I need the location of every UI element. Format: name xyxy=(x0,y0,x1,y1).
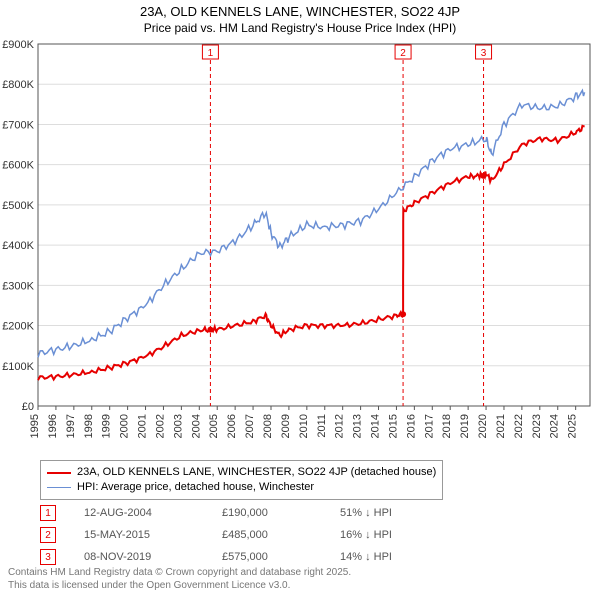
event-delta: 14% ↓ HPI xyxy=(340,551,392,563)
y-tick-label: £500K xyxy=(2,200,34,212)
x-tick-label: 2014 xyxy=(370,414,382,438)
event-date: 15-MAY-2015 xyxy=(84,529,194,541)
event-delta: 51% ↓ HPI xyxy=(340,507,392,519)
event-price: £485,000 xyxy=(222,529,312,541)
x-tick-label: 2010 xyxy=(298,414,310,438)
legend-label: 23A, OLD KENNELS LANE, WINCHESTER, SO22 … xyxy=(77,465,436,480)
x-tick-label: 1996 xyxy=(47,414,59,438)
event-date: 08-NOV-2019 xyxy=(84,551,194,563)
event-marker-number: 1 xyxy=(208,48,214,59)
x-tick-label: 1995 xyxy=(29,414,41,438)
y-tick-label: £300K xyxy=(2,280,34,292)
x-tick-label: 2024 xyxy=(549,414,561,438)
x-tick-label: 2008 xyxy=(262,414,274,438)
x-tick-label: 2006 xyxy=(226,414,238,438)
legend-row: 23A, OLD KENNELS LANE, WINCHESTER, SO22 … xyxy=(47,465,436,480)
y-tick-label: £600K xyxy=(2,160,34,172)
y-tick-label: £0 xyxy=(22,401,34,413)
chart-legend: 23A, OLD KENNELS LANE, WINCHESTER, SO22 … xyxy=(40,460,443,500)
x-tick-label: 1999 xyxy=(101,414,113,438)
x-tick-label: 2002 xyxy=(154,414,166,438)
event-row: 3 08-NOV-2019 £575,000 14% ↓ HPI xyxy=(40,546,392,568)
x-tick-label: 2007 xyxy=(244,414,256,438)
x-tick-label: 2013 xyxy=(352,414,364,438)
event-marker-number: 2 xyxy=(400,48,406,59)
x-tick-label: 2025 xyxy=(567,414,579,438)
y-tick-label: £200K xyxy=(2,321,34,333)
event-delta: 16% ↓ HPI xyxy=(340,529,392,541)
license-text: Contains HM Land Registry data © Crown c… xyxy=(8,566,351,592)
x-tick-label: 2005 xyxy=(208,414,220,438)
series-price_paid xyxy=(38,126,585,380)
events-table: 1 12-AUG-2004 £190,000 51% ↓ HPI 2 15-MAY-201… xyxy=(40,502,392,568)
x-tick-label: 2012 xyxy=(334,414,346,438)
event-price: £575,000 xyxy=(222,551,312,563)
y-tick-label: £800K xyxy=(2,79,34,91)
legend-row: HPI: Average price, detached house, Winc… xyxy=(47,480,436,495)
event-row: 1 12-AUG-2004 £190,000 51% ↓ HPI xyxy=(40,502,392,524)
x-tick-label: 2003 xyxy=(172,414,184,438)
price-chart: £0 £100K £200K £300K £400K £500K £600K £700K £80… xyxy=(0,0,600,454)
x-tick-label: 1997 xyxy=(65,414,77,438)
x-tick-label: 2009 xyxy=(280,414,292,438)
event-price: £190,000 xyxy=(222,507,312,519)
event-marker-number: 3 xyxy=(481,48,487,59)
legend-swatch xyxy=(47,487,71,488)
y-tick-label: £900K xyxy=(2,39,34,51)
x-tick-label: 2000 xyxy=(119,414,131,438)
legend-swatch xyxy=(47,472,71,474)
license-line1: Contains HM Land Registry data © Crown c… xyxy=(8,566,351,579)
x-tick-label: 2004 xyxy=(190,414,202,438)
x-tick-label: 2018 xyxy=(441,414,453,438)
legend-label: HPI: Average price, detached house, Winc… xyxy=(77,480,314,495)
x-tick-label: 2015 xyxy=(387,414,399,438)
license-line2: This data is licensed under the Open Gov… xyxy=(8,579,351,592)
event-row: 2 15-MAY-2015 £485,000 16% ↓ HPI xyxy=(40,524,392,546)
x-tick-label: 2011 xyxy=(316,414,328,438)
x-tick-label: 1998 xyxy=(83,414,95,438)
x-tick-label: 2019 xyxy=(459,414,471,438)
x-tick-label: 2022 xyxy=(513,414,525,438)
x-tick-label: 2021 xyxy=(495,414,507,438)
event-number-box: 3 xyxy=(40,549,56,565)
event-date: 12-AUG-2004 xyxy=(84,507,194,519)
x-tick-label: 2001 xyxy=(137,414,149,438)
x-tick-label: 2017 xyxy=(423,414,435,438)
y-tick-label: £400K xyxy=(2,240,34,252)
event-number-box: 1 xyxy=(40,505,56,521)
series-hpi xyxy=(38,90,585,357)
x-tick-label: 2023 xyxy=(531,414,543,438)
event-number-box: 2 xyxy=(40,527,56,543)
y-tick-label: £700K xyxy=(2,119,34,131)
x-tick-label: 2016 xyxy=(405,414,417,438)
x-tick-label: 2020 xyxy=(477,414,489,438)
y-tick-label: £100K xyxy=(2,361,34,373)
